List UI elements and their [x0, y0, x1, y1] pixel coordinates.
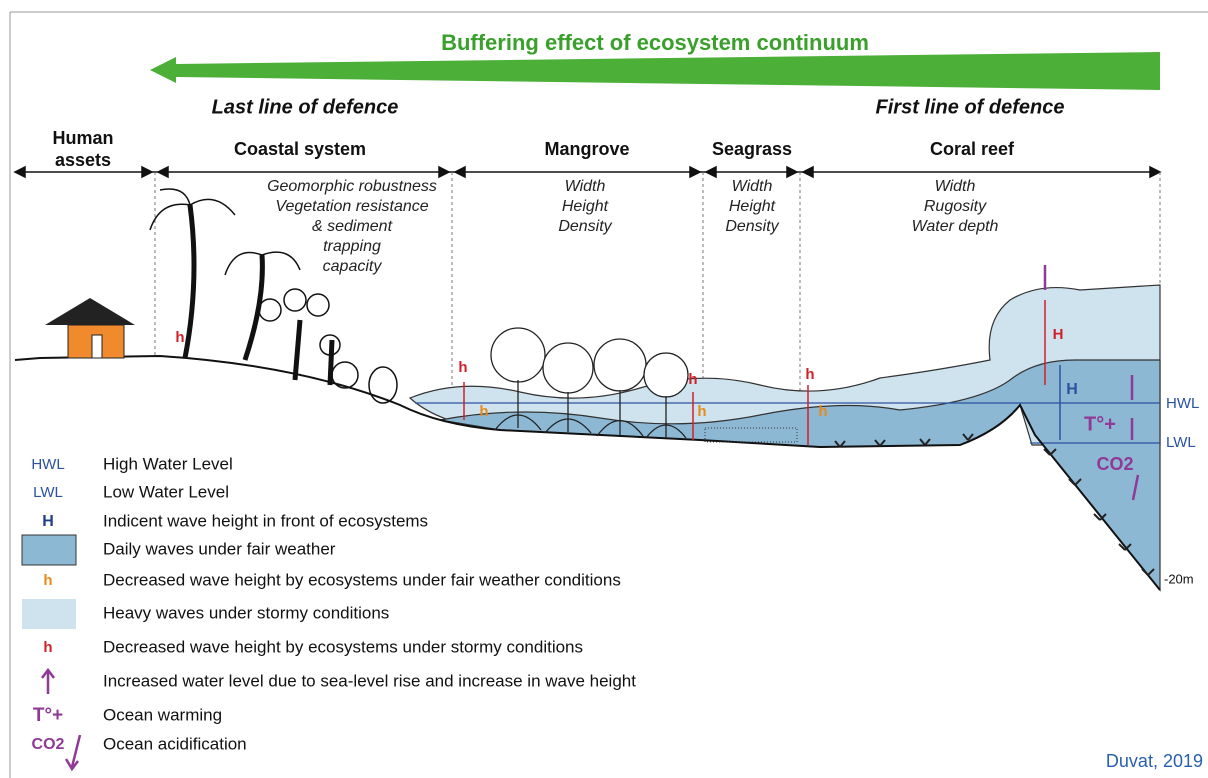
legend-symbol: HWL	[31, 456, 64, 473]
credit: Duvat, 2019	[1106, 751, 1203, 771]
lwl: LWL	[1166, 434, 1196, 451]
mangroves	[490, 327, 689, 439]
zone-criterion: & sediment	[312, 218, 393, 235]
zone-criterion: Water depth	[912, 218, 999, 235]
legend-text: Heavy waves under stormy conditions	[103, 603, 389, 622]
house	[45, 298, 135, 359]
storm-h: h	[175, 329, 184, 346]
warming: T°+	[1084, 413, 1116, 435]
legend-symbol: LWL	[33, 484, 63, 501]
legend-symbol: CO2	[32, 736, 65, 753]
legend-text: Decreased wave height by ecosystems unde…	[103, 637, 583, 656]
seagrass-bed	[704, 427, 798, 443]
legend-text: Indicent wave height in front of ecosyst…	[103, 511, 428, 530]
wave-heights	[463, 265, 1140, 501]
legend-text: Low Water Level	[103, 482, 229, 501]
legend-text: High Water Level	[103, 454, 233, 473]
depth: -20m	[1164, 571, 1194, 586]
fair-H: H	[1066, 381, 1078, 398]
zone-criterion: Height	[562, 198, 609, 215]
fair-h: h	[479, 403, 488, 420]
storm-h: h	[458, 359, 467, 376]
ground-profile	[14, 354, 1161, 591]
coastal-vegetation	[149, 188, 398, 404]
legend-text: Decreased wave height by ecosystems unde…	[103, 570, 621, 589]
zone-criterion: Width	[565, 178, 606, 195]
zone-criterion: capacity	[323, 258, 383, 275]
fair-h: h	[818, 403, 827, 420]
storm-h: h	[688, 371, 697, 388]
zone-criterion: Height	[729, 198, 776, 215]
storm-H: H	[1053, 326, 1064, 343]
title: Buffering effect of ecosystem continuum	[441, 30, 869, 55]
zone-name: Coral reef	[930, 139, 1015, 159]
last-line: Last line of defence	[212, 96, 399, 118]
legend-symbol: T°+	[33, 705, 63, 726]
zone-criterion: Rugosity	[924, 198, 987, 215]
buffer-arrow	[150, 52, 1160, 90]
fair-h: h	[697, 403, 706, 420]
zone-criterion: Width	[935, 178, 976, 195]
zone-criterion: Vegetation resistance	[275, 198, 428, 215]
acidification: CO2	[1096, 454, 1133, 474]
zone-criterion: trapping	[323, 238, 381, 255]
legend: High Water Level HWL Low Water Level LWL Ind…	[21, 454, 636, 772]
zone-name: Human	[52, 128, 113, 148]
legend-text: Ocean acidification	[103, 734, 247, 753]
hwl: HWL	[1166, 395, 1199, 412]
legend-symbol: h	[43, 639, 52, 656]
storm-h: h	[805, 366, 814, 383]
zone-arrows	[13, 165, 1162, 179]
zone-name: Seagrass	[712, 139, 792, 159]
corals	[834, 433, 1155, 576]
legend-text: Daily waves under fair weather	[103, 539, 336, 558]
legend-text: Increased water level due to sea-level r…	[103, 671, 636, 690]
legend-swatch	[22, 599, 76, 629]
legend-arrow	[64, 734, 82, 772]
legend-arrow	[41, 667, 55, 694]
legend-symbol: h	[43, 572, 52, 589]
legend-text: Ocean warming	[103, 705, 222, 724]
zone-name: assets	[55, 150, 111, 170]
zone-criterion: Geomorphic robustness	[267, 178, 437, 195]
zone-criterion: Density	[725, 218, 779, 235]
legend-swatch	[21, 534, 77, 566]
zone-name: Coastal system	[234, 139, 366, 159]
first-line: First line of defence	[876, 96, 1065, 118]
legend-symbol: H	[42, 513, 54, 530]
zone-name: Mangrove	[544, 139, 629, 159]
zone-criterion: Width	[732, 178, 773, 195]
zone-criterion: Density	[558, 218, 612, 235]
